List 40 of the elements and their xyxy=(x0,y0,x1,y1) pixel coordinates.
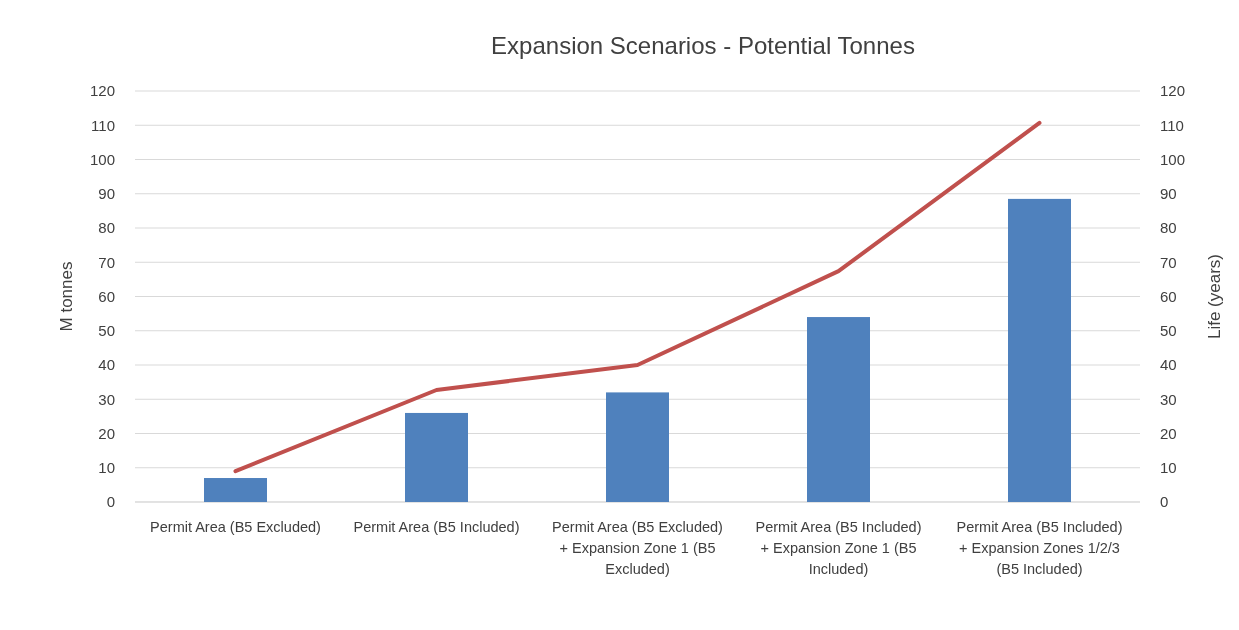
x-tick-label: Permit Area (B5 Included) xyxy=(353,519,520,535)
y-tick-label: 70 xyxy=(98,253,115,271)
y-tick-label: 110 xyxy=(91,116,115,134)
y2-tick-label: 70 xyxy=(1160,253,1177,271)
bar xyxy=(606,392,669,502)
y-tick-label: 20 xyxy=(98,424,115,442)
chart-title: Expansion Scenarios - Potential Tonnes xyxy=(491,32,915,59)
y2-tick-label: 110 xyxy=(1160,116,1184,134)
y-tick-label: 100 xyxy=(89,150,115,168)
y2-axis-title: Life (years) xyxy=(1205,253,1224,340)
bar xyxy=(807,317,870,502)
y2-tick-label: 120 xyxy=(1160,82,1186,100)
y2-tick-label: 90 xyxy=(1160,185,1177,203)
x-tick-label: Permit Area (B5 Excluded) xyxy=(150,519,321,535)
bar xyxy=(405,412,468,502)
y-tick-label: 120 xyxy=(89,82,115,100)
y2-tick-label: 30 xyxy=(1160,390,1177,408)
y-tick-label: 80 xyxy=(98,219,115,237)
y-tick-label: 0 xyxy=(106,493,115,511)
x-tick-label: Permit Area (B5 Included) + Expansion Zones 1/2/3 (B5 Included) xyxy=(956,519,1123,578)
y-axis-title: M tonnes xyxy=(57,261,76,332)
bar xyxy=(1008,198,1071,502)
y-tick-label: 90 xyxy=(98,185,115,203)
y-tick-label: 60 xyxy=(98,287,115,305)
y-tick-label: 40 xyxy=(98,356,115,374)
line-series xyxy=(233,120,1042,474)
y-tick-label: 10 xyxy=(98,459,115,477)
x-tick-label: Permit Area (B5 Excluded) + Expansion Zone 1 (B5 Excluded) xyxy=(552,519,723,578)
y2-tick-label: 10 xyxy=(1160,459,1177,477)
bar xyxy=(204,478,267,502)
y-tick-label: 30 xyxy=(98,390,115,408)
y2-tick-label: 60 xyxy=(1160,287,1177,305)
y2-tick-label: 20 xyxy=(1160,424,1177,442)
y2-tick-label: 0 xyxy=(1160,493,1169,511)
y-tick-label: 50 xyxy=(98,322,115,340)
y2-tick-label: 40 xyxy=(1160,356,1177,374)
x-tick-label: Permit Area (B5 Included) + Expansion Zone 1 (B5 Included) xyxy=(755,519,922,578)
y2-tick-label: 50 xyxy=(1160,322,1177,340)
y2-tick-label: 100 xyxy=(1160,150,1186,168)
y2-tick-label: 80 xyxy=(1160,219,1177,237)
